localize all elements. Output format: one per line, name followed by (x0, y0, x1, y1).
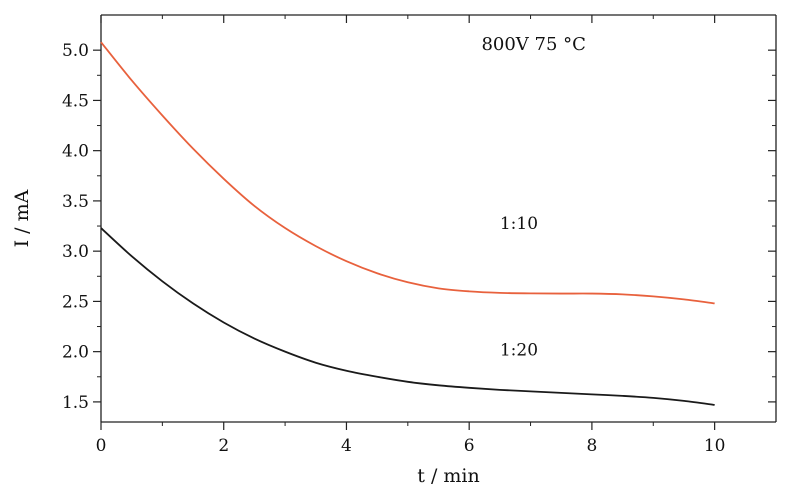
y-tick-label: 5.0 (62, 41, 89, 61)
series-annotation: 1:20 (500, 341, 538, 361)
y-tick-label: 2.0 (62, 343, 89, 363)
series-group (100, 41, 715, 406)
x-tick-label: 4 (341, 436, 352, 456)
y-tick-label: 3.5 (62, 192, 89, 212)
axes: 0 2 4 6 8 10 1.5 2.0 2.5 3.0 3.5 4.0 4.5 5.0 (62, 14, 777, 456)
x-tick-label: 6 (464, 436, 475, 456)
y-tick-label: 2.5 (62, 292, 89, 312)
y-tick-label: 4.5 (62, 91, 89, 111)
y-tick-label: 4.0 (62, 142, 89, 162)
y-tick-label: 3.0 (62, 242, 89, 262)
x-tick-label: 8 (586, 436, 597, 456)
x-axis-label: t / min (417, 465, 479, 487)
series-annotation: 1:10 (500, 214, 538, 234)
y-tick-label: 1.5 (62, 393, 89, 413)
y-axis-label: I / mA (11, 189, 33, 247)
x-tick-label: 10 (704, 436, 726, 456)
annotations-group: 800V 75 °C 1:10 1:20 (481, 34, 585, 361)
x-tick-label: 0 (96, 436, 107, 456)
series-line-1-20 (100, 227, 715, 406)
series-line-1-10 (100, 41, 715, 305)
x-tick-label: 2 (218, 436, 229, 456)
condition-annotation: 800V 75 °C (481, 34, 585, 55)
